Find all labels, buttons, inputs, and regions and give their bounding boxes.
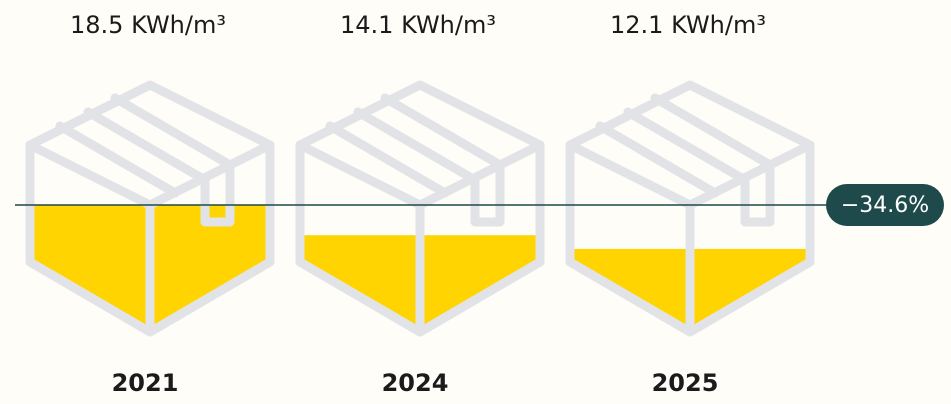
x-tick-label: 2024 bbox=[382, 369, 449, 397]
value-label: 14.1 KWh/m³ bbox=[340, 11, 496, 39]
tape bbox=[83, 93, 235, 227]
annotation: −34.6% bbox=[841, 193, 929, 218]
tape bbox=[55, 121, 180, 198]
tape bbox=[595, 121, 720, 198]
x-tick-label: 2021 bbox=[112, 369, 179, 397]
tape bbox=[623, 93, 775, 227]
annotation-badge bbox=[826, 184, 944, 226]
value-label: 18.5 KWh/m³ bbox=[70, 11, 226, 39]
value-label: 12.1 KWh/m³ bbox=[610, 11, 766, 39]
tape bbox=[353, 93, 505, 227]
x-tick-label: 2025 bbox=[652, 369, 719, 397]
tape bbox=[325, 121, 450, 198]
